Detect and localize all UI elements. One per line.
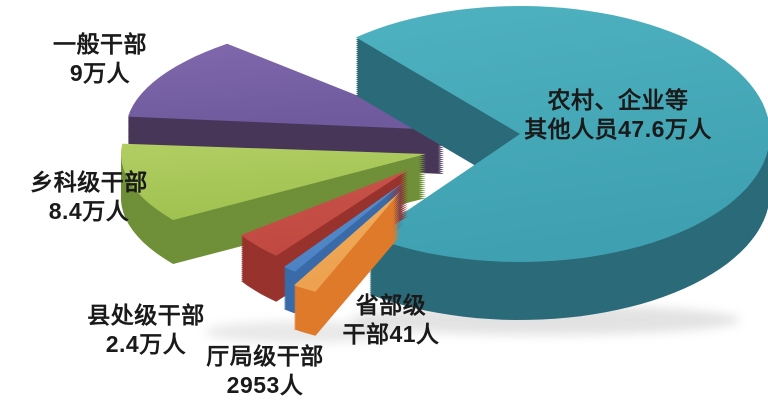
- slice-label-line1: 县处级干部: [87, 302, 205, 328]
- slice-label-county: 县处级干部 2.4万人: [62, 301, 230, 359]
- pie-slice-top-county: [241, 170, 408, 256]
- slice-label-line2: 2.4万人: [105, 331, 187, 357]
- slice-label-line1: 省部级: [355, 292, 427, 318]
- slice-label-line1: 农村、企业等: [547, 87, 689, 113]
- shadow-small-slices: [205, 321, 395, 343]
- pie-slice-top-general: [128, 43, 444, 131]
- slice-label-provincial: 省部级 干部41人: [326, 291, 456, 349]
- pie-slice-top-other: [356, 6, 768, 262]
- slice-label-township: 乡科级干部 8.4万人: [6, 168, 172, 226]
- pie-slice-top-township: [121, 143, 426, 220]
- slice-label-line2: 2953人: [226, 372, 304, 398]
- slice-label-line2: 8.4万人: [48, 198, 130, 224]
- slice-label-line2: 9万人: [69, 60, 131, 86]
- slice-label-bureau: 厅局级干部 2953人: [181, 342, 349, 400]
- pie-slice-top-bureau: [283, 182, 404, 272]
- slice-label-line2: 干部41人: [342, 321, 440, 347]
- slice-label-line1: 厅局级干部: [206, 343, 324, 369]
- slice-label-other: 农村、企业等 其他人员47.6万人: [500, 86, 736, 144]
- slice-label-general: 一般干部 9万人: [25, 30, 175, 88]
- slice-label-line1: 一般干部: [53, 31, 147, 57]
- pie-slice-top-provincial: [294, 192, 400, 292]
- pie-slice-provincial: [294, 192, 400, 336]
- pie-slice-other: [356, 6, 768, 320]
- slice-label-line2: 其他人员47.6万人: [524, 116, 712, 142]
- slice-label-line1: 乡科级干部: [30, 169, 148, 195]
- pie-slice-general: [128, 43, 444, 174]
